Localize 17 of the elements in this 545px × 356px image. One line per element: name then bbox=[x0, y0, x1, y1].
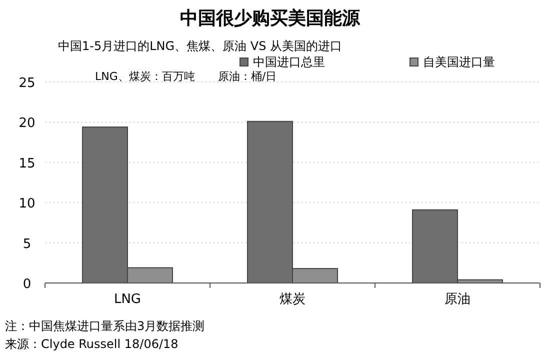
x-tick-label: 煤炭 bbox=[280, 292, 306, 307]
y-tick-label: 0 bbox=[22, 277, 32, 292]
chart-title: 中国很少购买美国能源 bbox=[180, 8, 361, 29]
y-tick-label: 5 bbox=[22, 236, 32, 252]
chart-subtitle: 中国1-5月进口的LNG、焦煤、原油 VS 从美国的进口 bbox=[58, 39, 342, 53]
y-tick-label: 25 bbox=[18, 76, 36, 91]
text: 注：中国焦煤进口量系由3月数据推测 bbox=[5, 319, 205, 333]
y-tick-label: 20 bbox=[18, 116, 36, 132]
x-tick-label: 原油 bbox=[444, 292, 470, 307]
y-tick-label: 15 bbox=[18, 156, 36, 172]
legend-label: 自美国进口量 bbox=[423, 55, 495, 69]
legend-label: 中国进口总里 bbox=[253, 55, 325, 69]
annotation: LNG、煤炭：百万吨 bbox=[95, 70, 195, 83]
x-tick-label: LNG bbox=[114, 292, 142, 307]
annotation: 原油：桶/日 bbox=[218, 70, 277, 83]
y-tick-label: 10 bbox=[18, 196, 36, 212]
source-note: 来源：Clyde Russell 18/06/18 bbox=[5, 337, 178, 351]
